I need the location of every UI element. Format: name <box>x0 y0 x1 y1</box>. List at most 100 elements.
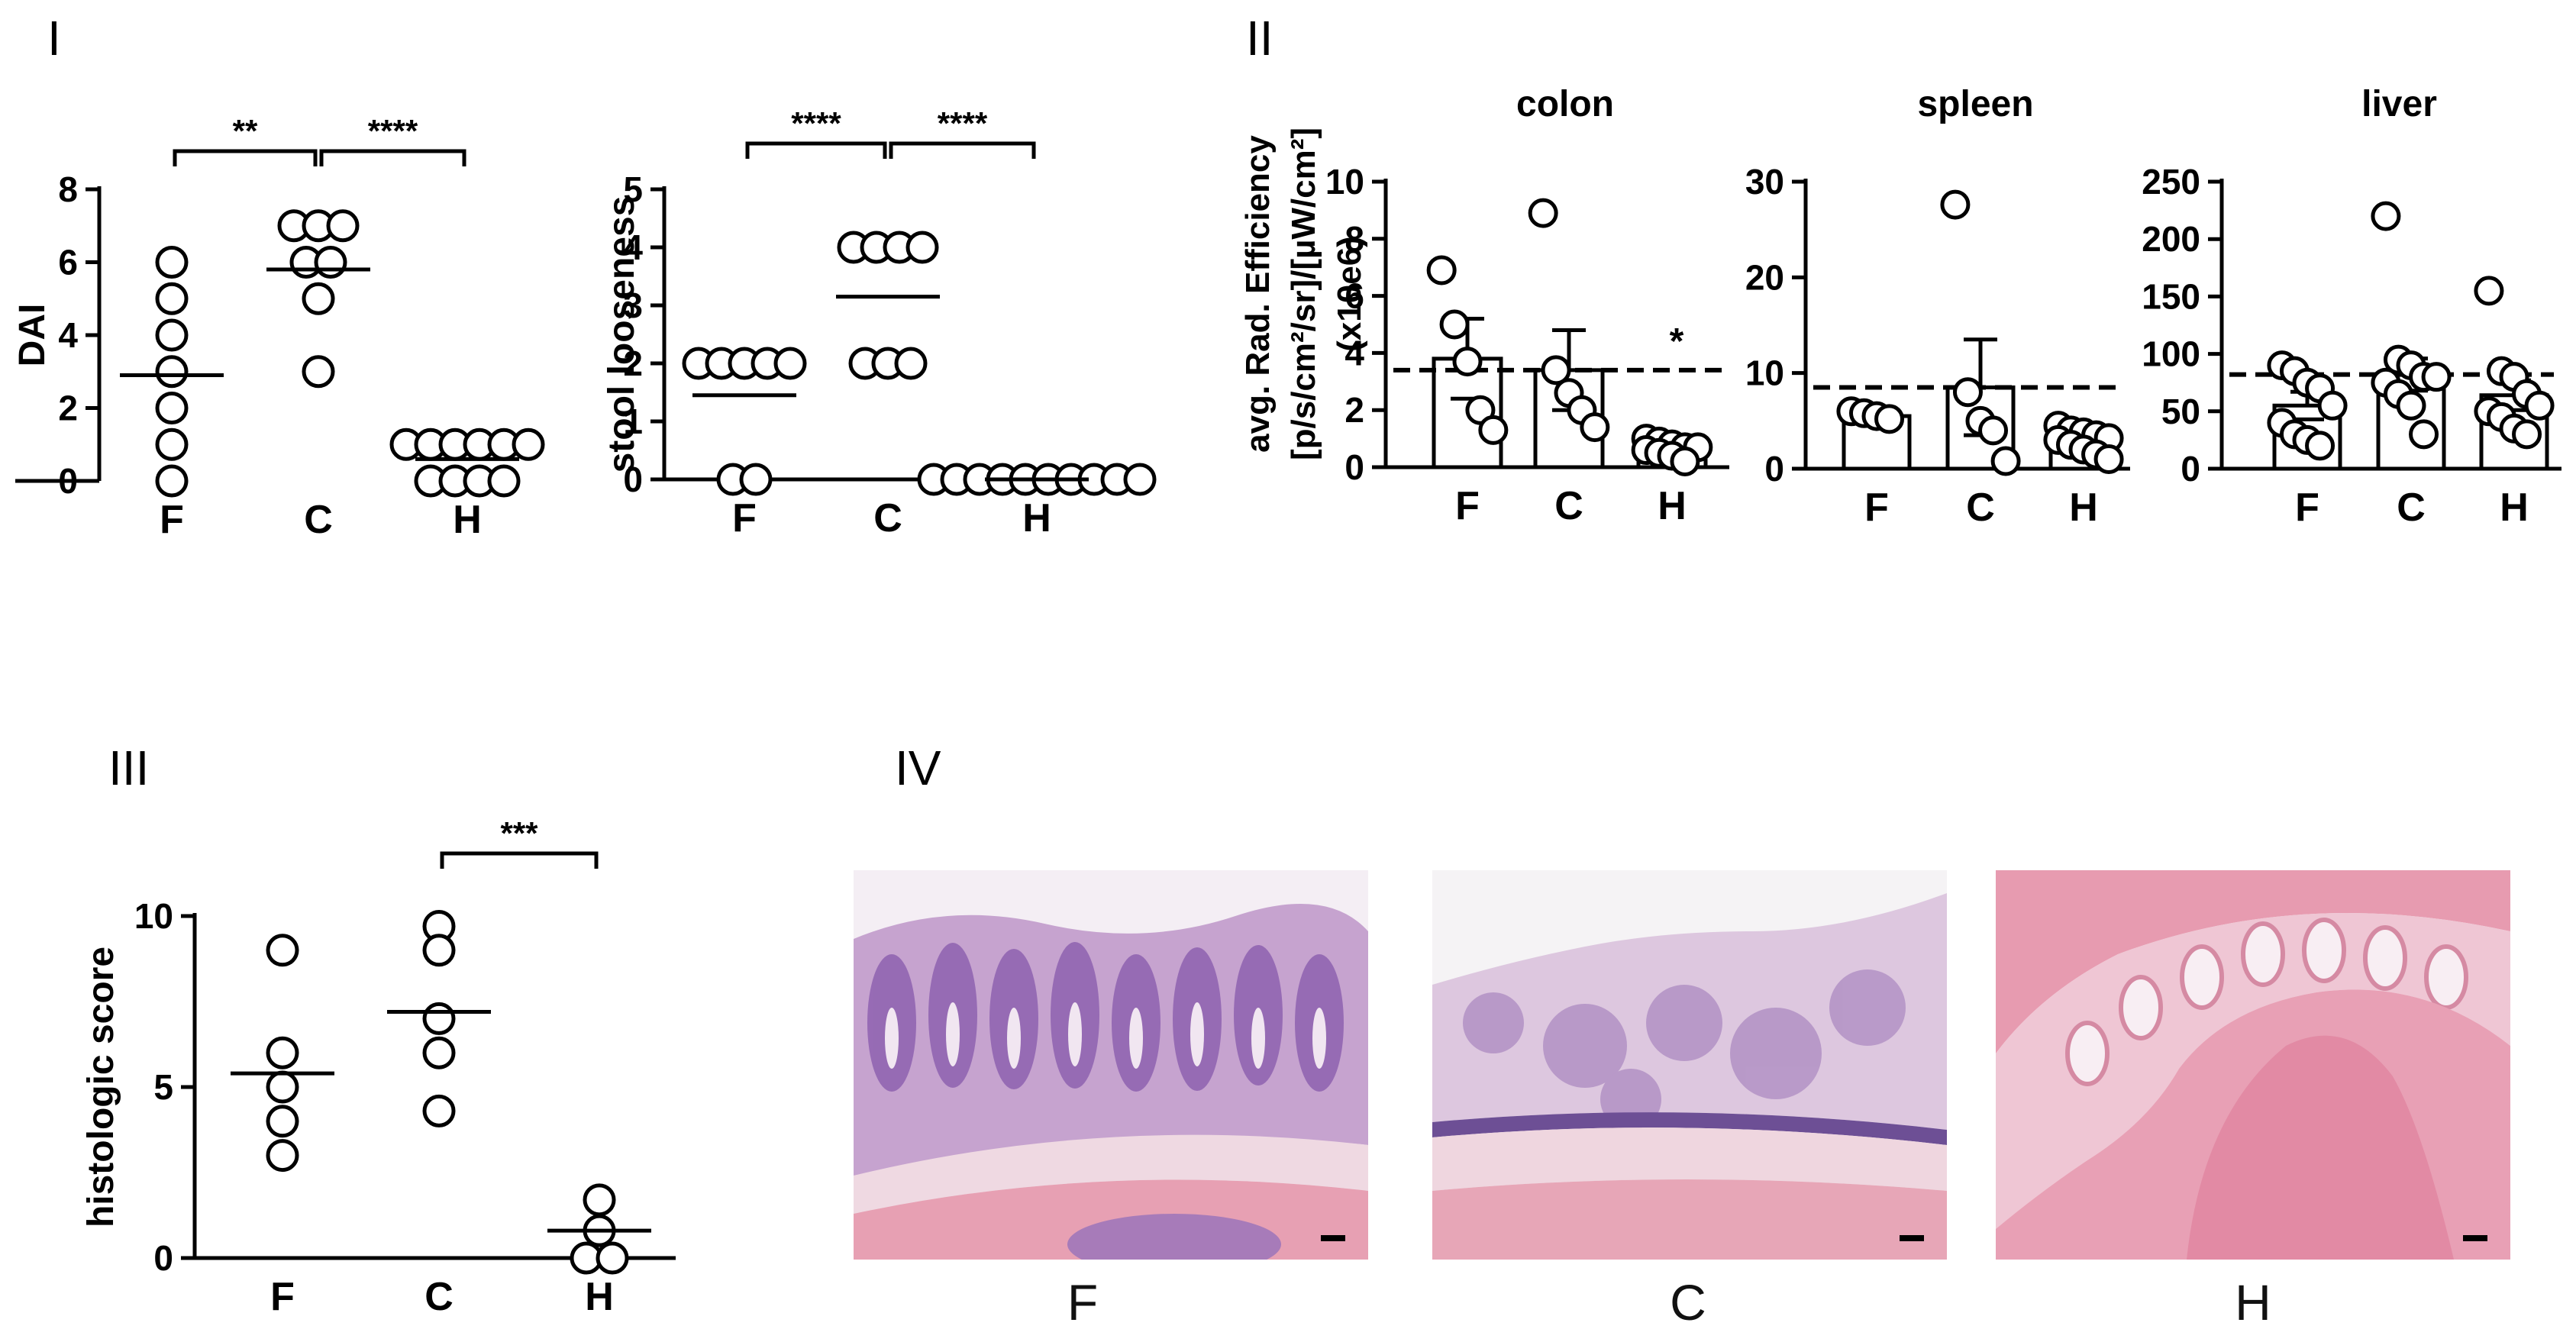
data-point <box>1670 447 1700 477</box>
y-axis-title: histologic score <box>81 947 121 1227</box>
data-point <box>266 1105 299 1138</box>
chart-title: spleen <box>1917 84 2033 124</box>
x-tick-label-H: H <box>453 498 482 542</box>
x-tick-label-F: F <box>2295 486 2319 530</box>
data-point <box>155 318 189 352</box>
y-tick-label: 0 <box>153 1238 173 1278</box>
data-point <box>155 282 189 315</box>
significance-label: **** <box>938 105 988 141</box>
y-tick-label: 2 <box>1344 390 1364 430</box>
data-point <box>326 209 360 243</box>
y-tick-label: 200 <box>2142 219 2200 259</box>
y-tick-label: 0 <box>1344 447 1364 487</box>
data-point <box>773 347 807 380</box>
data-point <box>1478 415 1509 445</box>
data-point <box>266 1070 299 1104</box>
x-tick-label-H: H <box>585 1275 614 1319</box>
y-tick-label: 0 <box>1764 449 1784 489</box>
y-tick-label: 4 <box>58 315 78 355</box>
histology-image-F <box>854 870 1368 1260</box>
data-point <box>2421 362 2452 392</box>
data-point <box>2305 431 2336 461</box>
y-tick-label: 150 <box>2142 276 2200 316</box>
x-tick-label-F: F <box>1864 486 1889 530</box>
data-point <box>266 934 299 967</box>
x-tick-label-C: C <box>873 496 902 540</box>
data-point <box>1426 255 1457 285</box>
y-tick-label: 8 <box>1344 219 1364 259</box>
data-point <box>1978 415 2009 446</box>
data-point <box>155 464 189 498</box>
x-tick-label-F: F <box>160 498 184 542</box>
significance-bracket <box>889 141 1036 159</box>
data-point <box>266 1139 299 1173</box>
data-point <box>1990 446 2021 476</box>
data-point <box>2512 419 2542 450</box>
significance-mark: * <box>1670 321 1684 362</box>
x-tick-label-H: H <box>1658 484 1687 528</box>
y-tick-label: 0 <box>623 460 643 499</box>
data-point <box>1952 377 1983 408</box>
data-point <box>1452 347 1483 377</box>
data-point <box>155 392 189 424</box>
data-point <box>739 463 773 496</box>
data-point <box>2093 444 2124 474</box>
y-tick-label: 0 <box>2181 449 2200 489</box>
data-point <box>1439 309 1470 340</box>
y-tick-label: 4 <box>623 227 643 267</box>
data-point <box>1528 198 1558 228</box>
data-point <box>596 1241 629 1275</box>
chart-title: colon <box>1516 84 1614 124</box>
data-point <box>314 246 347 279</box>
y-axis-title-line: (x10e6) <box>1331 236 1368 352</box>
histology-image-C <box>1432 870 1947 1260</box>
data-point <box>1580 412 1610 443</box>
data-point <box>2317 390 2348 421</box>
data-point <box>2474 276 2504 306</box>
data-point <box>1940 189 1971 220</box>
y-tick-label: 10 <box>1745 353 1784 393</box>
x-tick-label-H: H <box>2500 486 2529 530</box>
data-point <box>2396 390 2426 421</box>
data-point <box>1123 463 1157 496</box>
x-tick-label-C: C <box>2397 486 2426 530</box>
y-axis-title-line: [p/s/cm²/sr]/[µW/cm²] <box>1285 127 1322 460</box>
panel-label-III: III <box>108 740 149 795</box>
histology-label-H: H <box>2235 1274 2271 1331</box>
data-point <box>583 1183 616 1217</box>
x-tick-label-C: C <box>1554 484 1583 528</box>
histology-label-C: C <box>1670 1274 1706 1331</box>
significance-bracket <box>173 149 318 166</box>
x-tick-label-F: F <box>270 1275 295 1319</box>
y-axis-title: stool looseness <box>602 196 642 473</box>
data-point <box>2524 390 2555 421</box>
data-point <box>512 427 545 461</box>
y-tick-label: 6 <box>1344 276 1364 316</box>
y-axis-title-line: avg. Rad. Efficiency <box>1239 135 1277 453</box>
y-tick-label: 6 <box>58 243 78 282</box>
y-tick-label: 0 <box>58 461 78 501</box>
data-point <box>422 1002 456 1035</box>
x-tick-label-C: C <box>1966 486 1995 530</box>
data-point <box>894 347 928 380</box>
y-tick-label: 8 <box>58 169 78 209</box>
data-point <box>1874 404 1905 434</box>
x-tick-label-H: H <box>2069 486 2098 530</box>
data-point <box>1541 355 1571 386</box>
y-tick-label: 250 <box>2142 162 2200 202</box>
x-tick-label-C: C <box>424 1275 454 1319</box>
y-tick-label: 10 <box>134 896 173 936</box>
y-tick-label: 5 <box>623 169 643 209</box>
significance-label: *** <box>500 815 538 851</box>
significance-label: **** <box>368 113 418 149</box>
data-point <box>2371 201 2401 231</box>
y-tick-label: 1 <box>623 402 643 441</box>
x-tick-label-C: C <box>304 498 333 542</box>
y-tick-label: 100 <box>2142 334 2200 374</box>
x-tick-label-F: F <box>1455 484 1480 528</box>
